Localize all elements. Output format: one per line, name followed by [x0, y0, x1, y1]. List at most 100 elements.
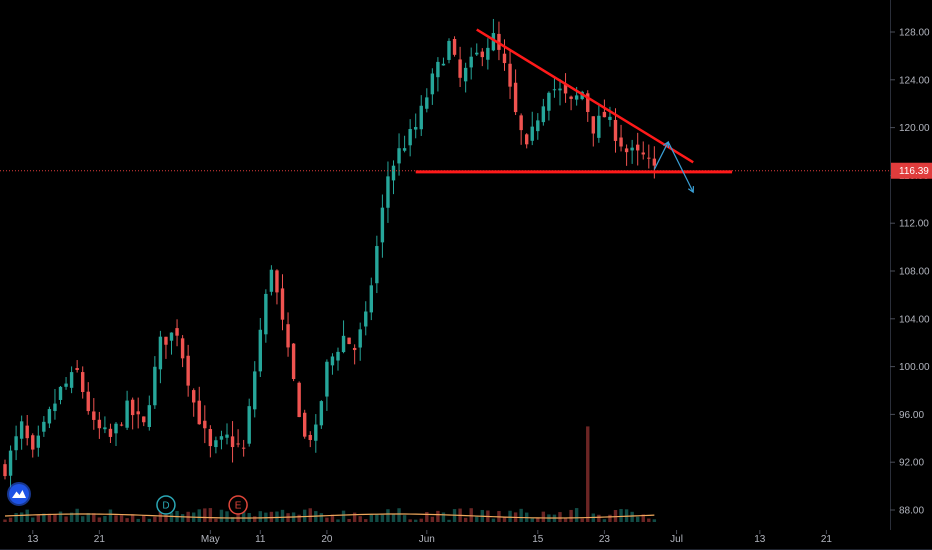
volume-bar: [3, 519, 7, 522]
volume-bar: [652, 519, 657, 522]
candle-body: [47, 409, 52, 424]
candle-body: [613, 119, 618, 141]
volume-bar: [574, 508, 579, 522]
candle-body: [630, 147, 634, 151]
candle-body: [286, 324, 290, 348]
volume-bar: [586, 426, 590, 522]
candle-body: [119, 424, 124, 426]
volume-bar: [352, 512, 357, 522]
candle-body: [108, 428, 113, 437]
resistance-trendline: [476, 28, 694, 164]
volume-bar: [475, 516, 479, 522]
candle-body: [330, 356, 335, 366]
candle-body: [369, 285, 373, 313]
forecast-down-arrow-head: [687, 186, 695, 194]
candle-body: [214, 440, 218, 448]
candle-body: [175, 328, 179, 336]
candle-body: [291, 343, 296, 379]
candle-body: [64, 383, 68, 387]
candle-body: [597, 115, 601, 138]
candle-body: [463, 67, 468, 82]
candle-body: [341, 335, 346, 353]
volume-bar: [414, 519, 418, 522]
volume-bar: [325, 517, 329, 522]
candle-body: [280, 288, 285, 320]
candle-body: [519, 115, 523, 131]
volume-bar: [75, 508, 79, 522]
candle-body: [469, 56, 473, 68]
volume-bar: [119, 515, 124, 522]
price-axis[interactable]: 128.00124.00120.00116.00112.00108.00104.…: [890, 28, 932, 517]
candle-body: [591, 116, 595, 134]
time-tick-label: 21: [94, 534, 106, 545]
candle-body: [452, 38, 457, 55]
volume-bar: [297, 514, 301, 522]
candle-body: [219, 436, 224, 440]
candle-body: [430, 73, 435, 95]
candle-body: [319, 401, 324, 426]
volume-bar: [391, 514, 396, 522]
candle-body: [336, 351, 340, 361]
candle-body: [530, 126, 534, 141]
volume-bar: [558, 512, 562, 522]
volume-bar: [541, 511, 546, 522]
volume-bar: [86, 513, 90, 522]
time-tick-label: Jun: [419, 534, 435, 545]
volume-bar: [125, 518, 129, 522]
volume-bar: [580, 518, 584, 522]
volume-bar: [380, 514, 385, 522]
volume-bar: [519, 508, 523, 522]
candle-body: [3, 464, 7, 477]
candle-body: [86, 391, 90, 412]
volume-bar: [441, 512, 446, 522]
volume-bar: [430, 516, 435, 522]
volume-bar: [369, 514, 373, 522]
candle-body: [619, 137, 623, 147]
time-tick-label: Jul: [670, 534, 683, 545]
candle-body: [81, 372, 85, 392]
candle-body: [36, 435, 40, 448]
candle-body: [436, 61, 440, 78]
candle-body: [358, 329, 362, 348]
volume-bar: [97, 517, 102, 522]
volume-bar: [103, 515, 107, 522]
candle-body: [69, 372, 74, 388]
volume-bar: [508, 510, 512, 522]
price-tick-label: 88.00: [899, 506, 924, 517]
volume-bar: [230, 517, 235, 522]
volume-bar: [463, 517, 468, 522]
price-tick-label: 128.00: [899, 28, 930, 39]
volume-bar: [180, 514, 185, 522]
candle-body: [125, 400, 129, 428]
time-tick-label: 23: [599, 534, 611, 545]
candle-body: [25, 425, 29, 439]
volume-bar: [341, 510, 346, 522]
candle-body: [441, 63, 446, 66]
volume-bar: [408, 519, 412, 522]
time-tick-label: 20: [321, 534, 333, 545]
candle-body: [475, 52, 479, 55]
time-tick-label: 21: [821, 534, 833, 545]
candle-body: [92, 411, 96, 420]
volume-bar: [597, 514, 601, 522]
time-tick-label: May: [201, 534, 220, 545]
candle-body: [8, 450, 13, 476]
volume-bar: [58, 511, 63, 522]
time-tick-label: 15: [532, 534, 544, 545]
volume-bar: [636, 516, 640, 522]
candle-body: [364, 311, 368, 327]
candle-body: [447, 40, 451, 60]
candles-layer: [3, 18, 657, 488]
candle-body: [153, 366, 157, 406]
candle-body: [414, 127, 418, 130]
volume-bar: [419, 518, 423, 522]
candle-body: [130, 399, 135, 416]
candle-body: [303, 412, 307, 437]
volume-bar: [14, 513, 18, 522]
candle-body: [386, 176, 390, 208]
tradingview-logo-icon[interactable]: [7, 482, 31, 506]
time-axis[interactable]: 13 21 May 11 20 Jun 15 23 Jul 13 21: [27, 530, 832, 545]
volume-bar: [358, 516, 362, 522]
candle-body: [525, 134, 529, 145]
